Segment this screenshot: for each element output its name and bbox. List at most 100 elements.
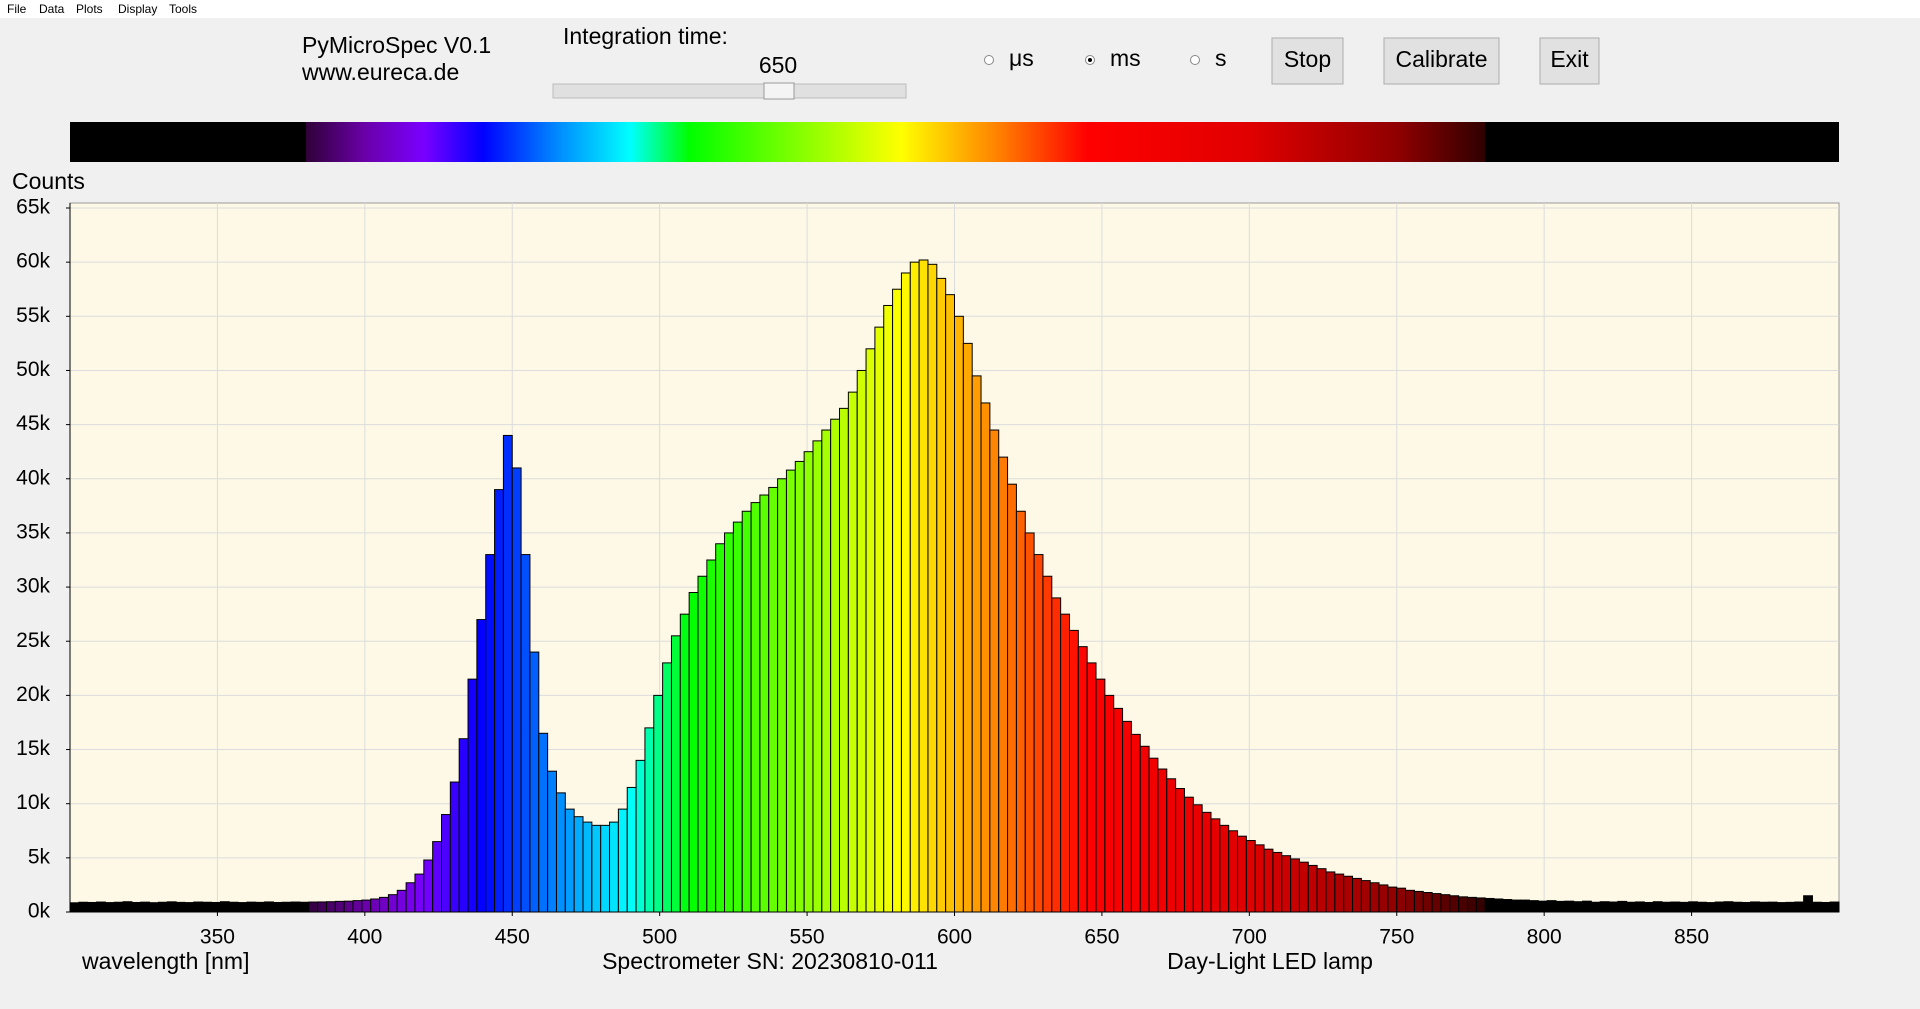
bar — [812, 440, 823, 913]
x-tick-label: 600 — [937, 926, 972, 949]
bar — [927, 263, 938, 913]
x-tick-label: 650 — [1084, 926, 1119, 949]
bar — [1316, 868, 1327, 913]
bar — [494, 489, 504, 913]
y-tick-label: 45k — [16, 412, 50, 435]
bar — [971, 375, 982, 913]
bar — [396, 889, 407, 913]
menu-item[interactable]: Tools — [169, 2, 197, 16]
menu-item[interactable]: Display — [118, 2, 157, 16]
radio-button[interactable] — [984, 55, 994, 65]
bar — [449, 781, 460, 913]
bar — [1626, 901, 1637, 913]
button-label[interactable]: Stop — [1284, 46, 1331, 72]
button[interactable] — [1383, 37, 1500, 85]
bar — [662, 662, 672, 913]
bar — [326, 901, 336, 913]
bar — [1175, 788, 1185, 913]
bar — [768, 486, 779, 913]
bar — [1086, 662, 1097, 913]
menu-item[interactable]: Plots — [76, 2, 103, 16]
button[interactable] — [1539, 37, 1600, 85]
bar — [175, 901, 186, 913]
bar — [440, 814, 451, 913]
bar — [1776, 902, 1787, 913]
bar — [1635, 901, 1645, 913]
bar — [1077, 646, 1088, 913]
button-label[interactable]: Calibrate — [1395, 46, 1487, 72]
bar — [370, 898, 381, 913]
bar — [219, 901, 230, 913]
bar — [317, 901, 328, 913]
bar — [918, 259, 929, 913]
radio-label[interactable]: s — [1215, 45, 1227, 71]
bar — [697, 575, 708, 913]
bar — [759, 494, 770, 913]
bar — [1148, 757, 1159, 913]
bar — [255, 901, 266, 913]
radio-button[interactable] — [1190, 55, 1200, 65]
bar — [228, 901, 239, 913]
bar — [166, 901, 177, 913]
bar — [1564, 900, 1575, 913]
button[interactable] — [1271, 37, 1344, 85]
bar — [900, 272, 911, 913]
bar — [387, 894, 398, 913]
bar — [1803, 895, 1813, 913]
menu-item[interactable]: File — [7, 2, 27, 16]
bar — [1723, 901, 1734, 913]
bar — [1467, 896, 1477, 913]
bar — [1024, 532, 1035, 913]
bar — [458, 738, 469, 913]
bar — [600, 824, 611, 913]
radio-label[interactable]: μs — [1009, 45, 1034, 71]
bar — [998, 456, 1009, 913]
x-tick-label: 700 — [1232, 926, 1267, 949]
x-tick-label: 750 — [1379, 926, 1414, 949]
bar — [1767, 901, 1778, 913]
bar — [821, 429, 832, 913]
bar — [1343, 875, 1354, 913]
x-axis-label: wavelength [nm] — [81, 948, 249, 974]
bar — [334, 900, 345, 913]
bar — [184, 902, 195, 913]
bar — [874, 326, 885, 913]
slider-track[interactable] — [552, 83, 907, 99]
bar — [1413, 890, 1424, 913]
bar — [467, 678, 478, 913]
bar — [1007, 483, 1017, 913]
bar — [1360, 880, 1371, 913]
slider-thumb[interactable] — [763, 82, 795, 100]
y-tick-label: 60k — [16, 250, 50, 273]
bar — [653, 694, 664, 913]
button-label[interactable]: Exit — [1550, 46, 1589, 72]
menu-item[interactable]: Data — [39, 2, 65, 16]
bar — [246, 901, 257, 913]
bar — [361, 899, 372, 913]
y-tick-label: 30k — [16, 575, 50, 598]
radio-label[interactable]: ms — [1110, 45, 1141, 71]
bar — [511, 467, 522, 913]
bar — [564, 808, 575, 913]
bar — [1387, 886, 1398, 913]
bar — [803, 451, 814, 913]
bar — [1643, 901, 1654, 913]
bar — [131, 901, 142, 913]
bar — [140, 901, 151, 913]
bar — [954, 315, 964, 913]
bar — [1714, 901, 1725, 913]
bar — [555, 792, 566, 913]
bar — [1617, 900, 1628, 913]
bar — [1015, 510, 1026, 913]
bar — [945, 294, 956, 913]
bar — [1369, 882, 1380, 913]
bar — [962, 342, 973, 913]
y-tick-label: 40k — [16, 466, 50, 489]
x-tick-label: 550 — [790, 926, 825, 949]
bar — [1696, 901, 1707, 913]
bar — [1705, 902, 1716, 913]
bar — [1157, 768, 1168, 913]
bar — [1228, 830, 1239, 913]
bar — [1051, 597, 1062, 913]
